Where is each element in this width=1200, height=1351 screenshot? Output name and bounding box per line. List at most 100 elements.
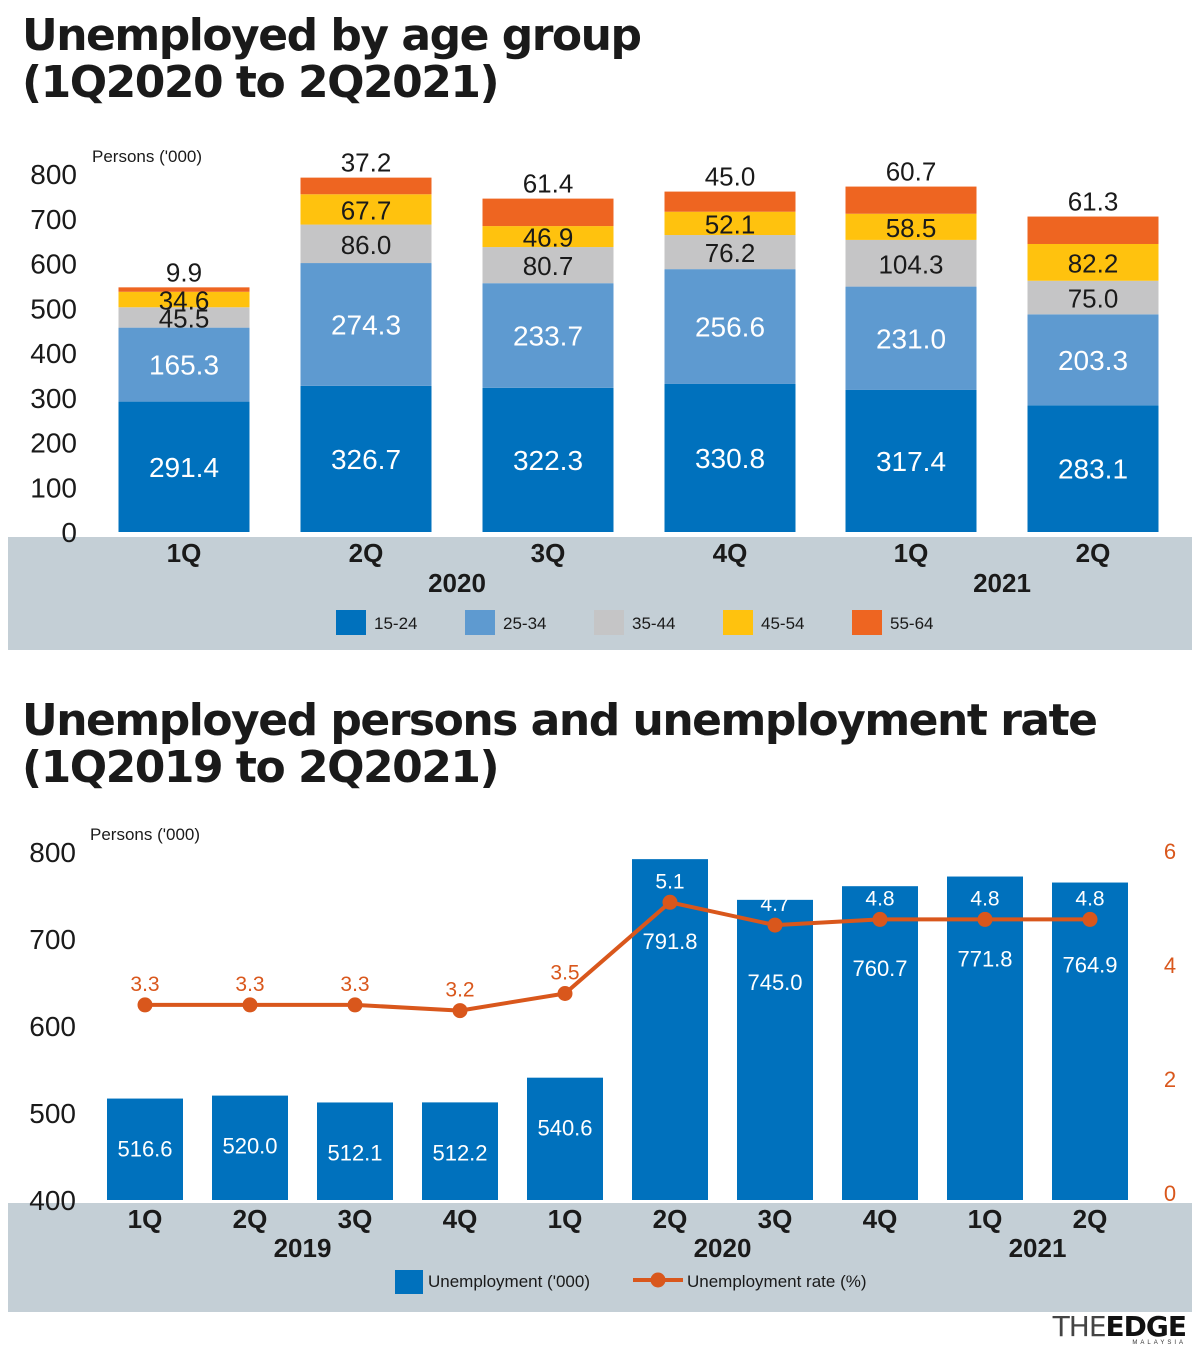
data-label-unemployment: 764.9 bbox=[1062, 953, 1117, 978]
legend-swatch-unemployment bbox=[395, 1270, 423, 1294]
y-tick-label: 100 bbox=[30, 472, 77, 503]
year-label: 2021 bbox=[973, 568, 1031, 598]
bar-segment-55-64 bbox=[664, 191, 796, 212]
y-tick-label: 200 bbox=[30, 428, 77, 459]
bar-segment-35-44 bbox=[482, 247, 614, 284]
y-tick-label: 800 bbox=[30, 159, 77, 190]
bar-segment-35-44 bbox=[845, 239, 977, 287]
rate-point bbox=[452, 1003, 468, 1019]
bar-segment-55-64 bbox=[1027, 216, 1159, 244]
legend-label-25-34: 25-34 bbox=[503, 614, 546, 633]
x-tick-label: 1Q bbox=[128, 1204, 163, 1234]
rate-point bbox=[1082, 911, 1098, 927]
logo-the: THE bbox=[1052, 1310, 1107, 1343]
y-tick-label: 700 bbox=[30, 204, 77, 235]
stacked-bar-chart-age-group: 0 100 200 300 400 500 600 700 800 Persons ('000) 2… bbox=[30, 147, 1159, 635]
x-tick-label: 3Q bbox=[531, 538, 566, 568]
rate-point bbox=[557, 986, 573, 1001]
data-label-55-64: 60.7 bbox=[886, 157, 937, 187]
chart2-axis-band bbox=[8, 1203, 1192, 1312]
rate-point bbox=[767, 917, 783, 933]
data-label-15-24: 291.4 bbox=[149, 452, 219, 483]
data-label-rate: 5.1 bbox=[655, 870, 684, 893]
year-label: 2021 bbox=[1009, 1233, 1067, 1263]
legend-label-15-24: 15-24 bbox=[374, 614, 417, 633]
data-label-rate: 3.2 bbox=[445, 979, 474, 1002]
bar-segment-35-44 bbox=[118, 307, 250, 328]
data-label-rate: 4.8 bbox=[970, 887, 999, 910]
rate-point bbox=[347, 997, 363, 1013]
bar-unemployment bbox=[737, 899, 813, 1200]
data-label-unemployment: 520.0 bbox=[222, 1134, 277, 1159]
legend-label-unemployment: Unemployment ('000) bbox=[428, 1272, 590, 1291]
x-tick-label: 2Q bbox=[1076, 538, 1111, 568]
data-label-unemployment: 512.2 bbox=[432, 1140, 487, 1165]
data-label-rate: 3.3 bbox=[340, 973, 369, 996]
chart1-title-line2: (1Q2020 to 2Q2021) bbox=[22, 57, 500, 108]
year-label: 2020 bbox=[428, 568, 486, 598]
x-tick-label: 1Q bbox=[548, 1204, 583, 1234]
rate-point bbox=[977, 911, 993, 927]
y-tick-label: 500 bbox=[30, 293, 77, 324]
data-label-rate: 3.5 bbox=[550, 962, 579, 985]
data-label-45-54: 34.6 bbox=[159, 286, 210, 316]
legend-swatch-35-44 bbox=[594, 610, 624, 635]
data-label-25-34: 203.3 bbox=[1058, 345, 1128, 376]
data-label-15-24: 330.8 bbox=[695, 443, 765, 474]
data-label-35-44: 76.2 bbox=[705, 238, 756, 268]
y2-tick-label: 2 bbox=[1164, 1067, 1176, 1092]
data-label-unemployment: 771.8 bbox=[957, 947, 1012, 972]
data-label-rate: 4.8 bbox=[1075, 887, 1104, 910]
x-tick-label: 1Q bbox=[894, 538, 929, 568]
bar-segment-45-54 bbox=[118, 291, 250, 308]
data-label-unemployment: 512.1 bbox=[327, 1140, 382, 1165]
legend-swatch-55-64 bbox=[852, 610, 882, 635]
rate-point bbox=[872, 911, 888, 927]
y-tick-label: 600 bbox=[30, 249, 77, 280]
year-label: 2019 bbox=[274, 1233, 332, 1263]
y-tick-label: 600 bbox=[29, 1011, 76, 1042]
bar-segment-35-44 bbox=[664, 235, 796, 270]
y-axis-label: Persons ('000) bbox=[92, 147, 202, 166]
bar-segment-45-54 bbox=[845, 213, 977, 240]
bar-segment-15-24 bbox=[1027, 405, 1159, 532]
bar-segment-25-34 bbox=[118, 327, 250, 402]
x-tick-label: 4Q bbox=[713, 538, 748, 568]
bar-segment-35-44 bbox=[300, 224, 432, 264]
rate-point bbox=[137, 997, 153, 1013]
chart2-title: Unemployed persons and unemployment rate… bbox=[22, 697, 1098, 791]
legend-label-35-44: 35-44 bbox=[632, 614, 675, 633]
data-label-rate: 4.7 bbox=[760, 893, 789, 916]
data-label-unemployment: 791.8 bbox=[642, 929, 697, 954]
bar-segment-15-24 bbox=[845, 389, 977, 532]
data-label-rate: 3.3 bbox=[235, 973, 264, 996]
logo-edge: EDGE bbox=[1105, 1310, 1187, 1343]
bar-segment-45-54 bbox=[1027, 243, 1159, 281]
bar-unemployment bbox=[107, 1098, 183, 1200]
data-label-25-34: 274.3 bbox=[331, 309, 401, 340]
x-tick-label: 2Q bbox=[349, 538, 384, 568]
data-label-35-44: 45.5 bbox=[159, 303, 210, 333]
bar-segment-55-64 bbox=[845, 186, 977, 214]
data-label-unemployment: 745.0 bbox=[747, 970, 802, 995]
chart1-title: Unemployed by age group (1Q2020 to 2Q202… bbox=[22, 12, 642, 108]
rate-point bbox=[242, 997, 258, 1013]
data-label-15-24: 326.7 bbox=[331, 444, 401, 475]
data-label-25-34: 256.6 bbox=[695, 312, 765, 343]
bar-segment-15-24 bbox=[664, 383, 796, 532]
data-label-15-24: 283.1 bbox=[1058, 454, 1128, 485]
bar-segment-15-24 bbox=[300, 385, 432, 532]
bar-unemployment bbox=[947, 876, 1023, 1200]
y-tick-label: 0 bbox=[61, 517, 77, 548]
y-tick-label: 300 bbox=[30, 383, 77, 414]
data-label-45-54: 52.1 bbox=[705, 209, 756, 239]
legend-label-45-54: 45-54 bbox=[761, 614, 804, 633]
data-label-45-54: 67.7 bbox=[341, 195, 392, 225]
year-label: 2020 bbox=[694, 1233, 752, 1263]
data-label-25-34: 231.0 bbox=[876, 323, 946, 354]
legend-label-rate: Unemployment rate (%) bbox=[687, 1272, 867, 1291]
data-label-35-44: 75.0 bbox=[1068, 284, 1119, 314]
x-tick-label: 1Q bbox=[968, 1204, 1003, 1234]
bar-segment-45-54 bbox=[482, 226, 614, 248]
